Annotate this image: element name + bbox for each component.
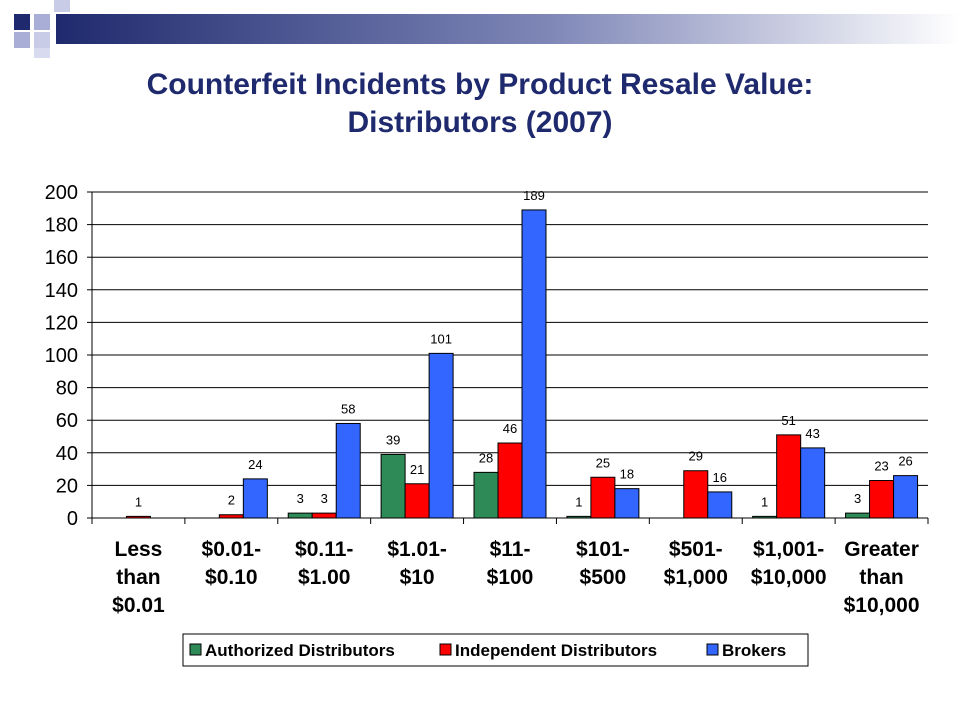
x-category-label-8-1: than: [859, 566, 903, 589]
data-label-2-5: 18: [620, 467, 634, 482]
bar-2-8: [893, 475, 919, 519]
header-square-light-1: [34, 14, 50, 30]
legend-swatch-1: [439, 643, 452, 656]
bar-1-6: [683, 470, 709, 519]
x-category-label-1-0: $0.01-: [202, 538, 262, 561]
bars: [125, 209, 919, 519]
header-square-light-3: [34, 32, 50, 48]
y-tick-label-80: 80: [56, 378, 78, 400]
legend-label-0: Authorized Distributors: [205, 641, 395, 660]
y-tick-label-160: 160: [45, 247, 78, 269]
x-category-label-0-0: Less: [115, 538, 163, 561]
data-label-0-2: 3: [297, 491, 304, 506]
x-category-label-0-2: $0.01: [112, 594, 165, 617]
data-label-2-1: 24: [248, 457, 262, 472]
slide-title: Counterfeit Incidents by Product Resale …: [0, 66, 960, 142]
data-label-1-4: 46: [503, 421, 517, 436]
x-category-label-6-0: $501-: [669, 538, 723, 561]
bar-1-4: [497, 442, 523, 519]
data-label-1-1: 2: [228, 493, 235, 508]
axes: 0 20 40 60 80 100 120 140 160 180 200 Less than $0.01…: [45, 182, 929, 617]
slide-title-line-1: Counterfeit Incidents by Product Resale …: [146, 68, 814, 101]
bar-2-1: [242, 478, 268, 519]
header-band: [56, 14, 960, 44]
bar-1-7: [776, 434, 802, 519]
bar-0-2: [287, 512, 313, 519]
y-tick-label-40: 40: [56, 443, 78, 465]
y-tick-label-100: 100: [45, 345, 78, 367]
x-category-label-8-2: $10,000: [844, 594, 920, 617]
header-square-light-5: [34, 48, 50, 58]
y-tick-label-60: 60: [56, 410, 78, 432]
bar-2-4: [521, 209, 547, 519]
data-label-2-4: 189: [523, 188, 545, 203]
x-category-label-6-1: $1,000: [664, 566, 728, 589]
y-tick-label-20: 20: [56, 475, 78, 497]
data-label-0-4: 28: [479, 450, 493, 465]
x-category-label-5-0: $101-: [576, 538, 630, 561]
data-label-2-8: 26: [898, 454, 912, 469]
x-category-label-7-1: $10,000: [751, 566, 827, 589]
legend-swatch-2: [706, 643, 719, 656]
x-category-label-3-0: $1.01-: [387, 538, 447, 561]
x-category-label-8-0: Greater: [844, 538, 919, 561]
data-label-1-6: 29: [689, 449, 703, 464]
data-label-0-3: 39: [386, 432, 400, 447]
data-label-1-2: 3: [321, 491, 328, 506]
bar-1-3: [404, 483, 430, 519]
bar-2-3: [428, 352, 454, 519]
legend-label-2: Brokers: [722, 641, 786, 660]
y-tick-label-120: 120: [45, 312, 78, 334]
y-tick-label-180: 180: [45, 215, 78, 237]
x-category-label-4-0: $11-: [490, 538, 531, 561]
bar-2-2: [335, 422, 361, 519]
bar-2-6: [707, 491, 733, 519]
data-label-0-5: 1: [575, 494, 582, 509]
bar-2-5: [614, 488, 640, 519]
legend: Authorized Distributors Independent Distr…: [182, 633, 809, 667]
data-label-0-7: 1: [761, 494, 768, 509]
bar-1-2: [311, 512, 337, 519]
legend-label-1: Independent Distributors: [455, 641, 657, 660]
bar-0-8: [845, 512, 871, 519]
y-tick-label-200: 200: [45, 182, 78, 204]
data-label-1-7: 51: [781, 413, 795, 428]
header-square-dark-1: [14, 14, 30, 30]
data-label-1-5: 25: [596, 455, 610, 470]
x-category-label-1-1: $0.10: [205, 566, 258, 589]
x-category-label-3-1: $10: [400, 566, 435, 589]
slide-header-decoration: [14, 0, 960, 58]
x-category-label-4-1: $100: [487, 566, 534, 589]
data-label-2-3: 101: [430, 331, 452, 346]
data-label-1-8: 23: [874, 459, 888, 474]
data-label-0-8: 3: [854, 491, 861, 506]
bar-0-4: [473, 471, 499, 519]
x-category-label-0-1: than: [116, 566, 160, 589]
x-category-label-2-1: $1.00: [298, 566, 351, 589]
header-square-light-4: [54, 0, 70, 12]
data-label-1-3: 21: [410, 462, 424, 477]
gridlines: [92, 191, 928, 486]
y-tick-label-140: 140: [45, 280, 78, 302]
bar-2-7: [800, 447, 826, 519]
data-label-2-7: 43: [805, 426, 819, 441]
data-label-2-2: 58: [341, 401, 355, 416]
bar-0-3: [380, 453, 406, 519]
legend-box: [182, 633, 809, 667]
data-label-2-6: 16: [713, 470, 727, 485]
data-label-1-0: 1: [135, 494, 142, 509]
legend-swatch-0: [189, 643, 202, 656]
bar-1-8: [869, 480, 895, 519]
y-tick-label-0: 0: [67, 508, 78, 530]
x-category-label-7-0: $1,001-: [753, 538, 824, 561]
header-square-light-2: [14, 32, 30, 48]
x-category-label-2-0: $0.11-: [295, 538, 353, 561]
x-category-label-5-1: $500: [580, 566, 627, 589]
bar-1-5: [590, 476, 616, 519]
slide-title-line-2: Distributors (2007): [347, 106, 613, 139]
